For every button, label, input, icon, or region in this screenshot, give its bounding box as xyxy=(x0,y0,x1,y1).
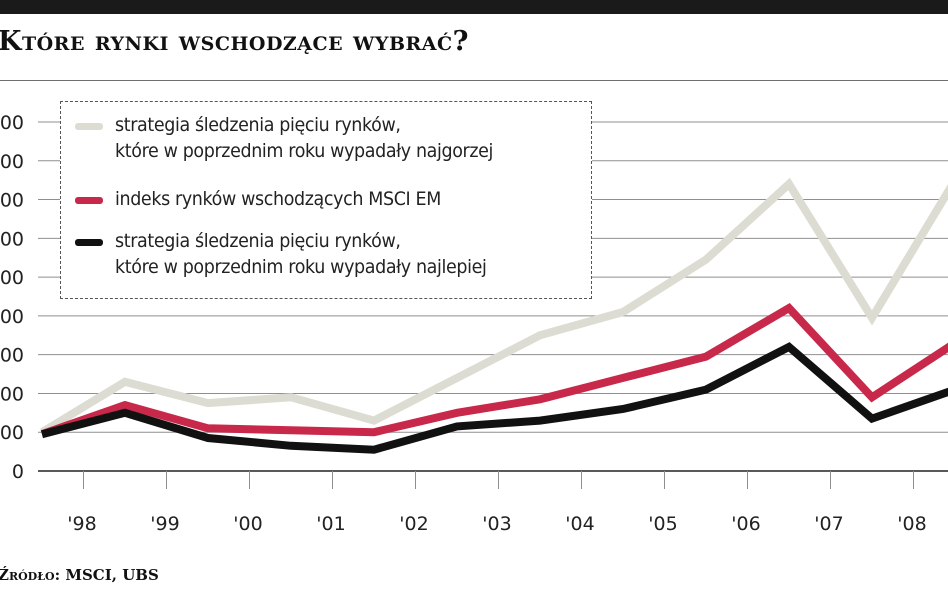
x-axis-labels: '98 '99 '00 '01 '02 '03 '04 '05 '06 '07 '08 xyxy=(67,513,926,535)
y-tick-label-100: 100 xyxy=(0,422,24,444)
y-tick-label-0: 0 xyxy=(12,461,24,483)
x-tick-label-2: '00 xyxy=(233,513,262,535)
chart-title: Które rynki wschodzące wybrać? xyxy=(0,26,469,57)
title-divider xyxy=(0,80,948,81)
x-tick-label-7: '05 xyxy=(648,513,677,535)
legend-swatch-msci xyxy=(75,197,103,204)
series-line-2 xyxy=(41,342,948,454)
legend-label-best-line1: strategia śledzenia pięciu rynków, xyxy=(115,230,401,252)
legend: strategia śledzenia pięciu rynków, które… xyxy=(60,101,592,299)
y-tick-label-300: 300 xyxy=(0,345,24,367)
series-line-1 xyxy=(40,303,948,438)
y-axis-labels: 0 100 200 300 400 500 600 700 800 900 xyxy=(0,112,24,483)
legend-label-worst: strategia śledzenia pięciu rynków, które… xyxy=(115,112,493,164)
top-bar xyxy=(0,0,948,14)
series-lines xyxy=(39,177,948,454)
y-tick-label-800: 800 xyxy=(0,151,24,173)
legend-item-msci-em: indeks rynków wschodzących MSCI EM xyxy=(75,186,469,212)
x-tick-label-4: '02 xyxy=(399,513,428,535)
legend-item-worst-strategy: strategia śledzenia pięciu rynków, które… xyxy=(75,112,526,164)
x-tick-label-1: '99 xyxy=(150,513,179,535)
x-tick-label-0: '98 xyxy=(67,513,96,535)
legend-swatch-worst xyxy=(75,123,103,130)
y-tick-label-700: 700 xyxy=(0,190,24,212)
legend-label-worst-line1: strategia śledzenia pięciu rynków, xyxy=(115,114,401,136)
x-tick-label-3: '01 xyxy=(316,513,345,535)
source-note: Źródło: MSCI, UBS xyxy=(0,566,159,584)
legend-item-best-strategy: strategia śledzenia pięciu rynków, które… xyxy=(75,228,519,280)
y-tick-label-900: 900 xyxy=(0,112,24,134)
y-tick-label-400: 400 xyxy=(0,306,24,328)
legend-label-msci: indeks rynków wschodzących MSCI EM xyxy=(115,186,441,212)
y-tick-label-500: 500 xyxy=(0,267,24,289)
legend-label-best-line2: które w poprzednim roku wypadały najlepi… xyxy=(115,256,487,278)
legend-label-msci-line1: indeks rynków wschodzących MSCI EM xyxy=(115,188,441,210)
x-tick-label-10: '08 xyxy=(897,513,926,535)
legend-label-best: strategia śledzenia pięciu rynków, które… xyxy=(115,228,487,280)
series-line-0 xyxy=(39,177,948,436)
x-tick-label-6: '04 xyxy=(565,513,594,535)
legend-label-worst-line2: które w poprzednim roku wypadały najgorz… xyxy=(115,140,494,162)
x-tick-label-9: '07 xyxy=(814,513,843,535)
y-tick-label-600: 600 xyxy=(0,228,24,250)
x-tick-label-8: '06 xyxy=(731,513,760,535)
legend-swatch-best xyxy=(75,239,103,246)
y-tick-label-200: 200 xyxy=(0,383,24,405)
x-tick-label-5: '03 xyxy=(482,513,511,535)
